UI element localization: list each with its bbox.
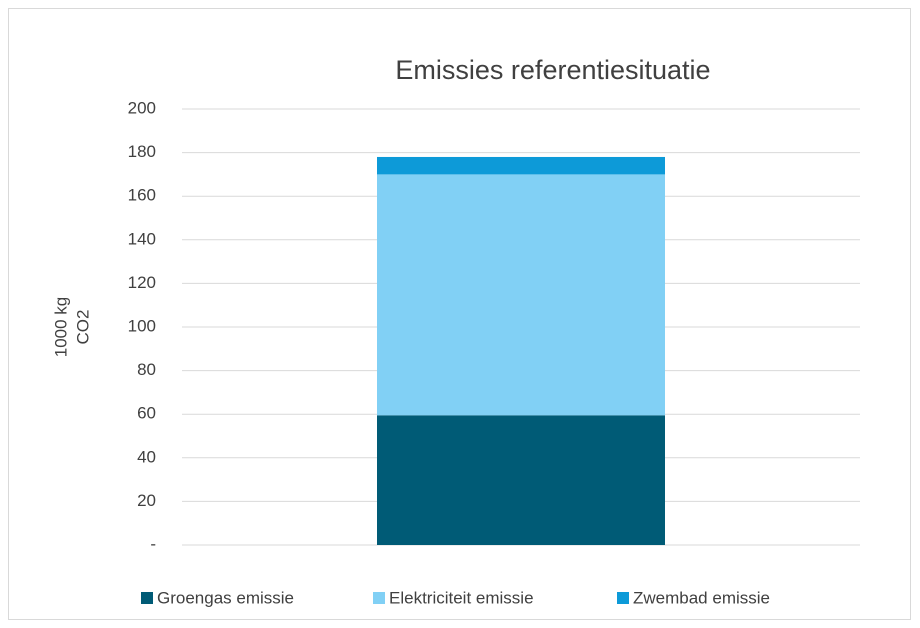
legend-swatch (617, 592, 629, 604)
y-tick-label: 180 (128, 142, 156, 161)
y-tick-label: 40 (137, 447, 156, 466)
y-tick-label: - (150, 534, 156, 553)
y-axis-label: 1000 kg CO2 (51, 297, 92, 358)
bar-segment (377, 174, 665, 416)
y-tick-label: 120 (128, 273, 156, 292)
y-tick-label: 200 (128, 98, 156, 117)
y-axis-label-line: 1000 kg (51, 297, 70, 358)
chart-title: Emissies referentiesituatie (395, 55, 710, 85)
legend-swatch (373, 592, 385, 604)
y-tick-label: 60 (137, 404, 156, 423)
legend-swatch (141, 592, 153, 604)
y-tick-label: 160 (128, 186, 156, 205)
legend-label: Elektriciteit emissie (389, 588, 534, 607)
y-tick-label: 20 (137, 491, 156, 510)
y-tick-label: 80 (137, 360, 156, 379)
bar-segment (377, 156, 665, 175)
legend-label: Groengas emissie (157, 588, 294, 607)
y-axis-label-line: CO2 (73, 310, 92, 345)
legend-label: Zwembad emissie (633, 588, 770, 607)
y-tick-label: 100 (128, 316, 156, 335)
bar-segment (377, 415, 665, 545)
y-tick-label: 140 (128, 229, 156, 248)
